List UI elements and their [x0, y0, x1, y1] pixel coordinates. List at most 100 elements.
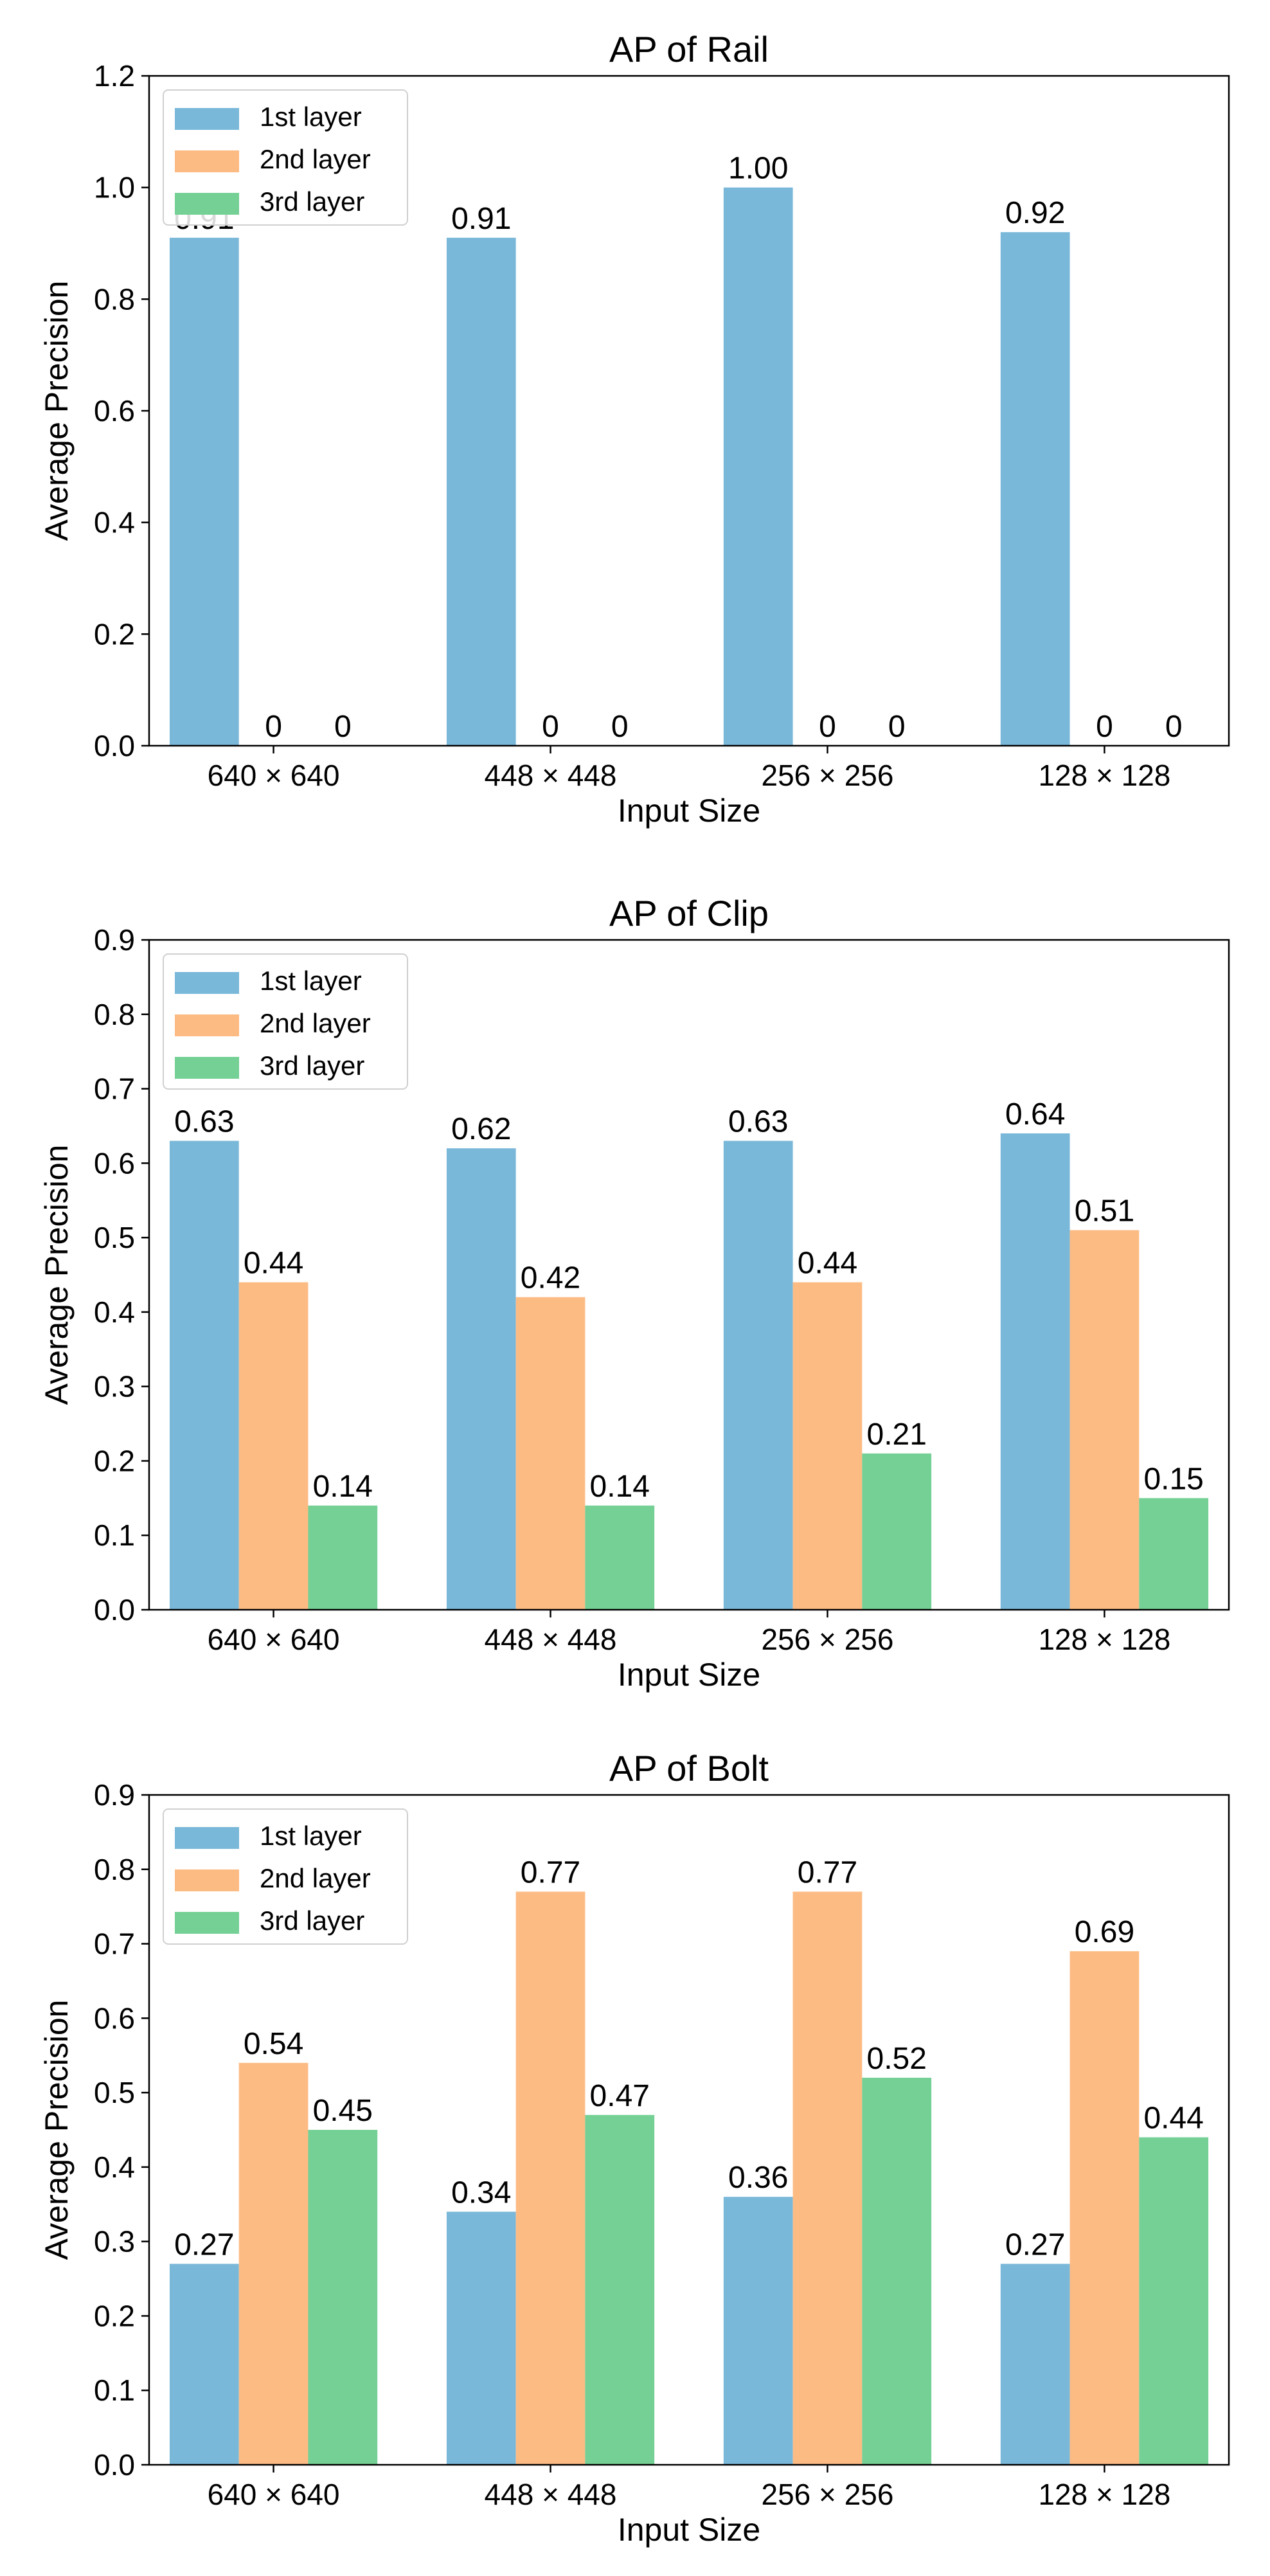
data-label: 0.27	[174, 2228, 234, 2262]
legend: 1st layer 2nd layer 3rd layer	[163, 89, 408, 226]
data-label: 0.15	[1143, 1462, 1203, 1496]
bar-1-3	[723, 1140, 793, 1610]
data-label: 0.27	[1005, 2228, 1065, 2262]
y-tick-label: 0.7	[94, 1072, 135, 1106]
bar-2-2	[515, 1297, 586, 1610]
legend-swatch	[175, 1014, 239, 1036]
legend-label: 1st layer	[260, 1821, 362, 1851]
chart-title: AP of Clip	[609, 893, 769, 933]
data-label: 0	[819, 710, 836, 744]
chart-title: AP of Bolt	[609, 1748, 769, 1788]
data-label: 0.21	[867, 1418, 927, 1452]
data-label: 0.47	[590, 2079, 650, 2113]
data-label: 0.42	[521, 1261, 580, 1295]
bar-1-1	[169, 2264, 239, 2465]
y-tick-label: 0.8	[94, 282, 135, 316]
data-label: 0.14	[590, 1470, 650, 1504]
legend-label: 3rd layer	[260, 1905, 364, 1936]
bar-1-1	[169, 1140, 239, 1610]
x-axis-label: Input Size	[618, 1657, 760, 1693]
bar-3-4	[1139, 1498, 1209, 1610]
legend-swatch	[175, 1869, 239, 1891]
x-tick-label: 256 × 256	[762, 1623, 894, 1656]
y-axis-label: Average Precision	[39, 281, 75, 541]
bar-2-2	[515, 1891, 586, 2465]
bar-2-4	[1069, 1951, 1140, 2465]
y-tick-label: 0.4	[94, 1295, 135, 1329]
bar-1-4	[1000, 2264, 1070, 2465]
chart-panel-2: 0.63 0.62 0.63 0.640.44 0.42 0.440.510.14 0.14…	[39, 893, 1230, 1693]
chart-panel-1: 0.910.911.000.92000000000.00.20.40.60.81…	[39, 29, 1230, 829]
data-label: 0	[265, 710, 282, 744]
x-tick-label: 256 × 256	[762, 759, 894, 792]
y-tick-label: 0.2	[94, 617, 135, 651]
y-tick-label: 0.0	[94, 729, 135, 762]
bar-2-4	[1069, 1230, 1140, 1610]
data-label: 0	[542, 710, 559, 744]
legend: 1st layer 2nd layer 3rd layer	[163, 953, 408, 1090]
y-tick-label: 0.2	[94, 1444, 135, 1477]
bar-3-4	[1139, 2137, 1209, 2465]
y-tick-label: 0.3	[94, 2225, 135, 2258]
y-tick-label: 0.6	[94, 1146, 135, 1180]
x-tick-label: 448 × 448	[485, 759, 617, 792]
data-label: 0.36	[728, 2161, 788, 2195]
data-label: 1.00	[728, 152, 788, 186]
bar-1-2	[446, 1148, 516, 1610]
bar-3-3	[862, 1453, 932, 1610]
y-tick-label: 0.7	[94, 1927, 135, 1961]
y-tick-label: 1.0	[94, 171, 135, 204]
data-label: 0	[1165, 710, 1183, 744]
y-tick-label: 0.9	[94, 923, 135, 957]
y-tick-label: 0.6	[94, 394, 135, 428]
x-tick-label: 128 × 128	[1038, 2478, 1170, 2511]
x-tick-label: 640 × 640	[208, 759, 340, 792]
legend-swatch	[175, 150, 239, 172]
plot-frame	[148, 1794, 1230, 2466]
legend-swatch	[175, 108, 239, 130]
y-axis-label: Average Precision	[39, 2000, 75, 2260]
data-label: 0.69	[1075, 1915, 1134, 1949]
bar-2-3	[792, 1891, 863, 2465]
legend-swatch	[175, 972, 239, 994]
bar-2-1	[238, 2062, 309, 2465]
y-tick-label: 0.8	[94, 998, 135, 1031]
x-axis-label: Input Size	[618, 2512, 760, 2548]
data-label: 0.92	[1005, 196, 1065, 230]
plot-frame	[148, 939, 1230, 1611]
legend-swatch	[175, 1057, 239, 1079]
bar-2-1	[238, 1282, 309, 1610]
bar-1-3	[723, 187, 793, 746]
data-label: 0.44	[1143, 2102, 1203, 2136]
legend-label: 3rd layer	[260, 186, 364, 217]
y-tick-label: 0.3	[94, 1370, 135, 1403]
x-tick-label: 640 × 640	[208, 1623, 340, 1656]
data-label: 0.64	[1005, 1097, 1065, 1131]
bar-1-4	[1000, 232, 1070, 746]
y-tick-label: 0.6	[94, 2001, 135, 2035]
y-tick-label: 0.4	[94, 2150, 135, 2184]
x-tick-label: 128 × 128	[1038, 759, 1170, 792]
bar-3-3	[862, 2077, 932, 2465]
legend: 1st layer 2nd layer 3rd layer	[163, 1808, 408, 1945]
chart-title: AP of Rail	[609, 29, 769, 69]
x-tick-label: 448 × 448	[485, 1623, 617, 1656]
chart-panel-3: 0.27 0.34 0.36 0.27 0.54 0.77 0.77 0.69 0.45 0.47…	[39, 1748, 1230, 2548]
data-label: 0.14	[313, 1470, 373, 1504]
data-label: 0.77	[798, 1856, 857, 1890]
y-tick-label: 0.9	[94, 1778, 135, 1812]
bar-3-2	[585, 2114, 655, 2465]
data-label: 0.54	[244, 2027, 303, 2061]
legend-label: 3rd layer	[260, 1050, 364, 1081]
y-tick-label: 0.4	[94, 506, 135, 539]
data-label: 0.63	[174, 1105, 234, 1139]
bar-2-3	[792, 1282, 863, 1610]
data-label: 0.44	[244, 1247, 303, 1281]
data-label: 0.44	[798, 1247, 857, 1281]
x-tick-label: 256 × 256	[762, 2478, 894, 2511]
data-label: 0.62	[451, 1112, 511, 1146]
legend-label: 2nd layer	[260, 1863, 371, 1893]
data-label: 0	[611, 710, 629, 744]
y-tick-label: 0.1	[94, 1518, 135, 1552]
